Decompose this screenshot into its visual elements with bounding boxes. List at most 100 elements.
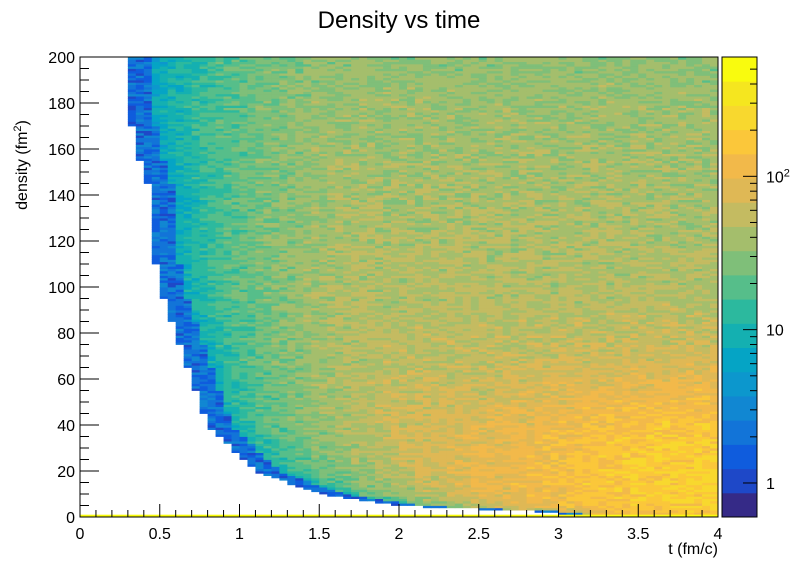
heat-cell bbox=[574, 383, 583, 387]
heat-cell bbox=[335, 457, 344, 460]
heat-cell bbox=[422, 376, 432, 380]
heat-cell bbox=[582, 385, 591, 389]
heat-cell bbox=[462, 498, 472, 502]
heat-cell bbox=[630, 381, 639, 384]
heat-cell bbox=[598, 466, 607, 470]
heat-cell bbox=[446, 356, 456, 359]
heat-cell bbox=[438, 402, 448, 405]
heat-cell bbox=[486, 429, 496, 433]
heatmap-cells bbox=[80, 57, 719, 518]
heat-cell bbox=[319, 436, 328, 440]
heat-cell bbox=[534, 358, 543, 361]
heat-cell bbox=[303, 339, 312, 343]
heat-cell bbox=[375, 353, 384, 357]
heat-cell bbox=[526, 505, 535, 509]
heat-cell bbox=[454, 431, 464, 435]
heat-cell bbox=[638, 466, 647, 470]
heat-cell bbox=[359, 323, 368, 327]
heat-cell bbox=[614, 415, 623, 419]
heat-cell bbox=[470, 450, 480, 453]
heat-cell bbox=[414, 328, 424, 332]
heat-cell bbox=[351, 425, 360, 428]
heat-cell bbox=[510, 457, 520, 460]
heat-cell bbox=[351, 491, 360, 495]
heat-cell bbox=[558, 457, 567, 460]
heat-cell bbox=[295, 376, 304, 380]
heat-cell bbox=[406, 362, 416, 366]
heat-cell bbox=[367, 406, 376, 410]
heat-cell bbox=[622, 413, 631, 417]
heat-cell bbox=[327, 381, 336, 384]
heat-cell bbox=[391, 489, 400, 493]
heat-cell bbox=[399, 438, 408, 442]
heat-cell bbox=[454, 415, 464, 419]
heat-cell bbox=[351, 339, 360, 343]
heat-cell bbox=[526, 372, 535, 375]
heat-cell bbox=[590, 339, 599, 343]
heat-cell bbox=[343, 402, 352, 405]
heat-cell bbox=[295, 388, 304, 391]
heat-cell bbox=[470, 475, 480, 479]
heat-cell bbox=[694, 505, 703, 509]
heat-cell bbox=[255, 459, 264, 463]
heat-cell bbox=[239, 385, 248, 389]
heat-cell bbox=[590, 413, 599, 417]
heat-cell bbox=[351, 461, 360, 465]
heat-cell bbox=[454, 443, 464, 447]
heat-cell bbox=[470, 464, 480, 467]
heat-cell bbox=[494, 443, 504, 447]
heat-cell bbox=[590, 443, 599, 447]
heat-cell bbox=[391, 471, 400, 474]
heat-cell bbox=[590, 448, 599, 451]
heat-cell bbox=[558, 425, 567, 428]
heat-cell bbox=[335, 484, 344, 488]
heat-cell bbox=[550, 459, 559, 463]
heat-cell bbox=[590, 390, 599, 394]
heat-cell bbox=[422, 505, 432, 509]
heat-cell bbox=[654, 512, 663, 516]
heat-cell bbox=[598, 422, 607, 426]
heat-cell bbox=[367, 344, 376, 348]
heat-cell bbox=[478, 445, 488, 449]
heat-cell bbox=[454, 429, 464, 433]
heat-cell bbox=[486, 477, 496, 481]
heat-cell bbox=[502, 379, 512, 382]
heat-cell bbox=[686, 441, 695, 444]
heat-cell bbox=[478, 450, 488, 453]
heat-cell bbox=[638, 459, 647, 463]
heat-cell bbox=[303, 346, 312, 350]
heat-cell bbox=[359, 379, 368, 382]
heat-cell bbox=[494, 330, 504, 334]
heat-cell bbox=[670, 372, 679, 375]
heat-cell bbox=[630, 374, 639, 378]
heat-cell bbox=[446, 376, 456, 380]
heat-cell bbox=[550, 438, 559, 442]
heat-cell bbox=[231, 415, 240, 419]
heat-cell bbox=[255, 356, 264, 359]
heat-cell bbox=[446, 489, 456, 493]
heat-cell bbox=[518, 464, 528, 467]
heat-cell bbox=[351, 408, 360, 412]
heat-cell bbox=[446, 388, 456, 391]
heat-cell bbox=[263, 335, 272, 338]
heat-cell bbox=[470, 487, 480, 490]
heat-cell bbox=[574, 461, 583, 465]
heat-cell bbox=[542, 500, 551, 504]
heat-cell bbox=[702, 406, 711, 410]
heat-cell bbox=[335, 477, 344, 481]
heat-cell bbox=[542, 477, 551, 481]
heat-cell bbox=[399, 461, 408, 465]
heat-cell bbox=[215, 411, 224, 414]
heat-cell bbox=[662, 390, 671, 394]
heat-cell bbox=[271, 438, 280, 442]
heat-cell bbox=[311, 408, 320, 412]
heat-cell bbox=[454, 399, 464, 403]
heat-cell bbox=[422, 404, 432, 407]
heat-cell bbox=[518, 445, 528, 449]
heat-cell bbox=[375, 381, 384, 384]
heat-cell bbox=[662, 376, 671, 380]
heat-cell bbox=[550, 346, 559, 350]
heat-cell bbox=[694, 337, 703, 341]
heat-cell bbox=[486, 333, 496, 336]
heat-cell bbox=[638, 471, 647, 474]
